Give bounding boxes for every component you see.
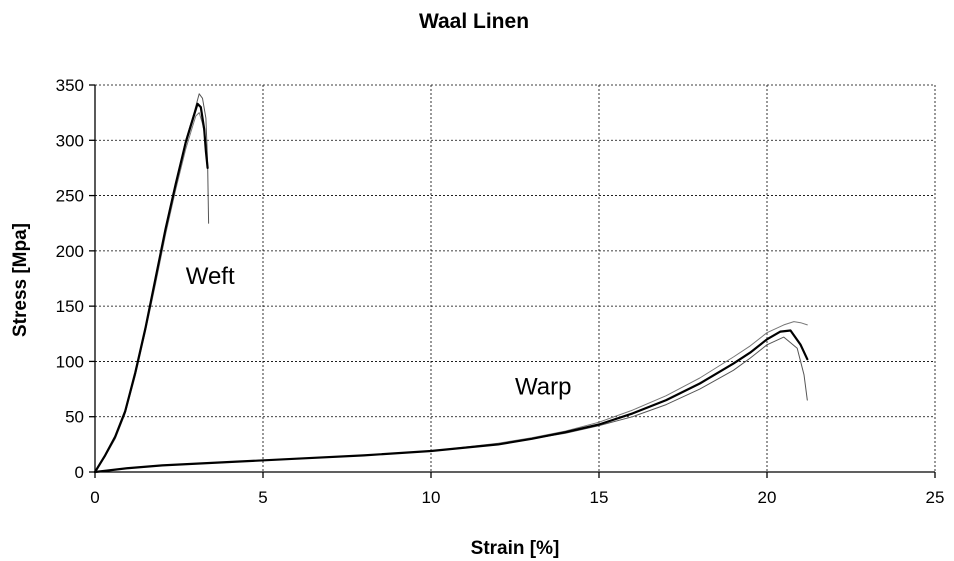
series-curves — [93, 93, 809, 474]
series-line-weft-0 — [93, 102, 209, 474]
series-line-warp-3 — [93, 329, 809, 474]
x-tick-label: 0 — [90, 488, 99, 507]
x-tick-label: 5 — [258, 488, 267, 507]
y-tick-label: 350 — [56, 76, 84, 95]
x-tick-label: 10 — [422, 488, 441, 507]
axes — [89, 84, 936, 478]
tick-labels: 0 50 100 150 200 250 300 350 0 5 10 15 20 25 — [56, 76, 945, 507]
y-tick-label: 50 — [65, 408, 84, 427]
y-tick-label: 250 — [56, 187, 84, 206]
y-tick-label: 0 — [75, 463, 84, 482]
series-line-warp-4 — [94, 336, 808, 473]
annotation-warp: Warp — [515, 374, 571, 401]
annotations: Weft Warp — [186, 263, 572, 401]
y-tick-label: 100 — [56, 352, 84, 371]
x-axis-label: Strain [%] — [471, 538, 560, 559]
y-axis-label: Stress [Mpa] — [10, 223, 31, 337]
y-tick-label: 200 — [56, 242, 84, 261]
series-line-weft-2 — [94, 112, 207, 473]
annotation-weft: Weft — [186, 263, 235, 290]
x-tick-label: 15 — [590, 488, 609, 507]
y-tick-label: 300 — [56, 131, 84, 150]
y-tick-label: 150 — [56, 297, 84, 316]
grid — [95, 84, 936, 472]
x-tick-label: 20 — [758, 488, 777, 507]
x-tick-label: 25 — [926, 488, 945, 507]
chart-title: Waal Linen — [419, 10, 529, 33]
